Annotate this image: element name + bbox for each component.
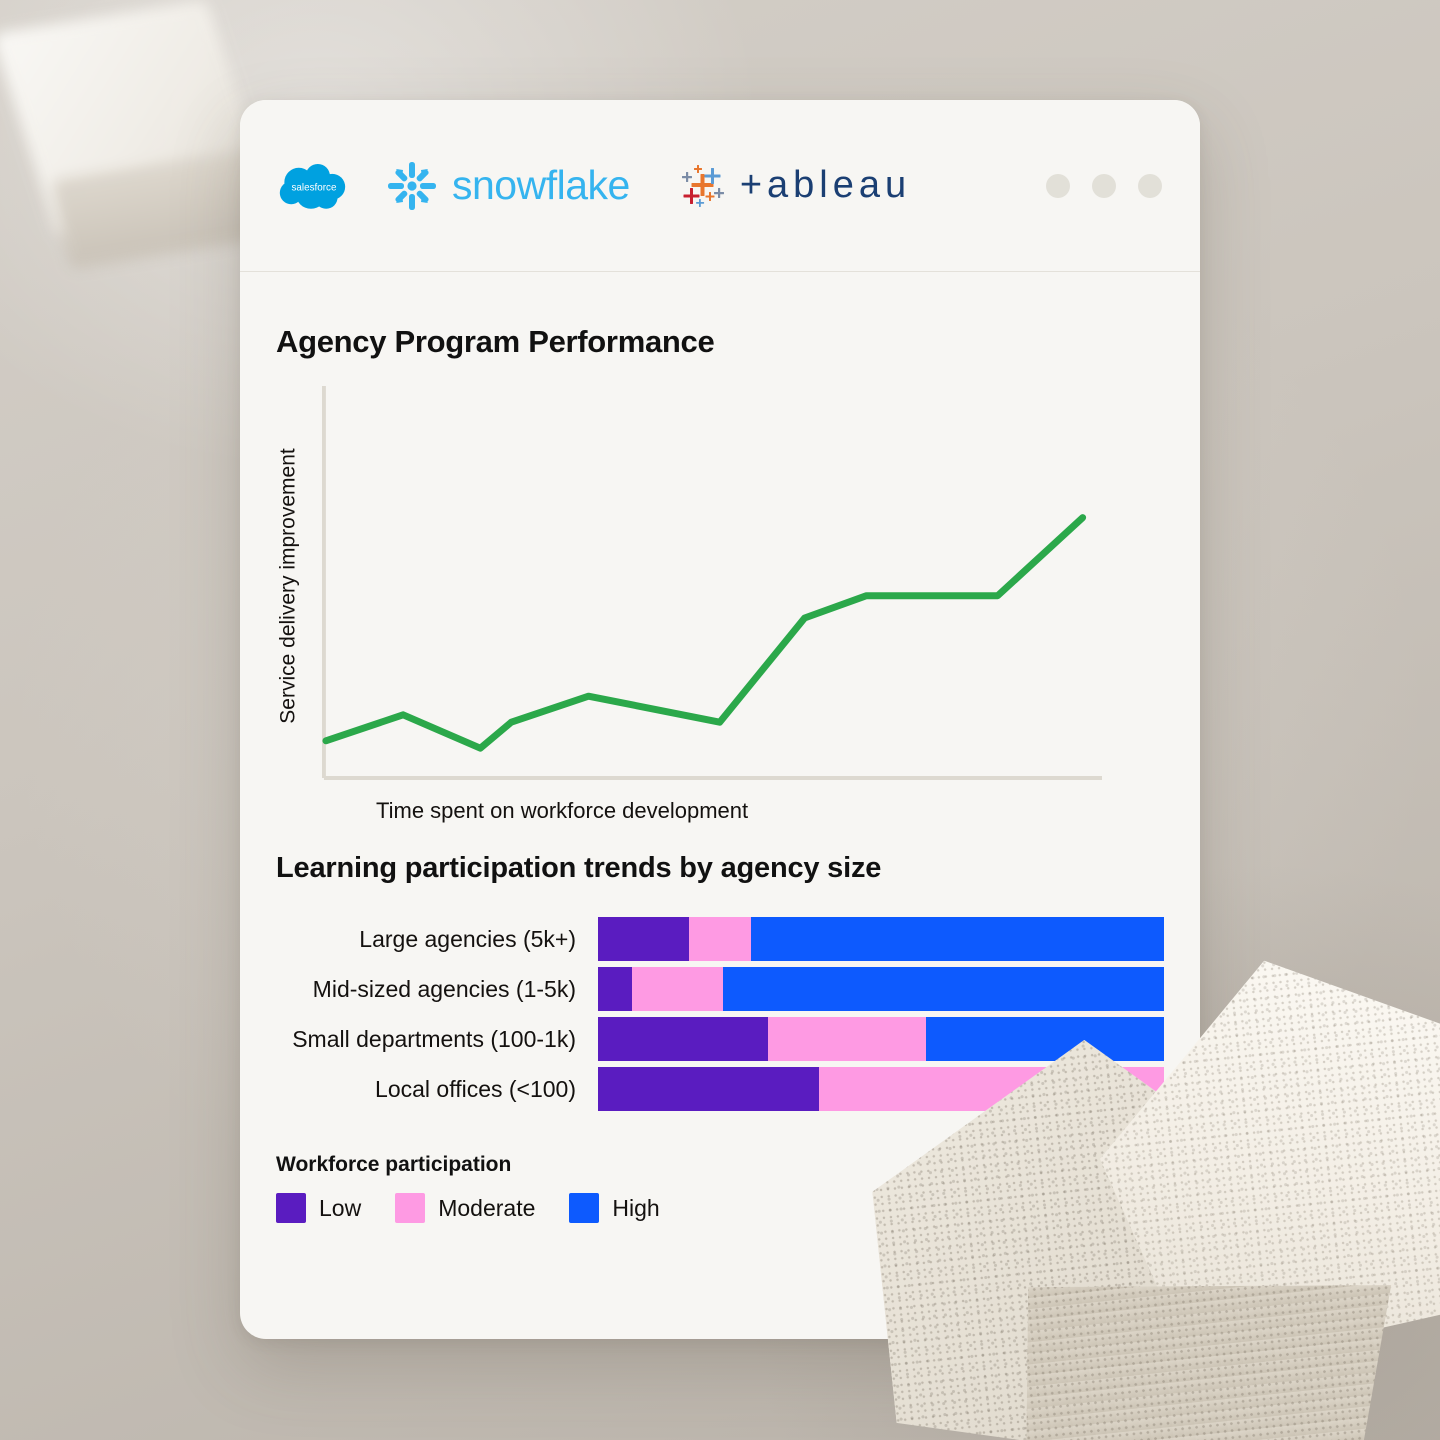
page-title: Agency Program Performance [276, 324, 715, 359]
salesforce-icon: salesforce [276, 159, 352, 213]
legend-item-high[interactable]: High [569, 1193, 660, 1223]
bar-segment-low[interactable] [598, 917, 689, 961]
snowflake-icon [386, 160, 438, 212]
bar-row-label: Local offices (<100) [375, 1075, 576, 1102]
tableau-wordmark: +ableau [739, 164, 912, 206]
bar-segment-low[interactable] [598, 967, 632, 1011]
line-chart-plot-area [322, 386, 1102, 786]
bar-row-label: Small departments (100-1k) [292, 1025, 576, 1052]
bar-segment-low[interactable] [598, 1017, 768, 1061]
legend-label: Moderate [438, 1194, 536, 1221]
bar-row: Small departments (100-1k) [276, 1017, 1164, 1061]
svg-text:salesforce: salesforce [291, 182, 337, 193]
window-dot-2[interactable] [1092, 173, 1116, 198]
legend-label: High [612, 1194, 660, 1221]
decorative-foam-polyhedron-bottom-right [852, 939, 1440, 1440]
card-content: Agency Program Performance Service deliv… [240, 272, 1200, 1223]
bar-segment-high[interactable] [926, 1017, 1164, 1061]
line-chart-x-axis-label: Time spent on workforce development [376, 798, 749, 823]
bar-track [598, 1067, 1164, 1111]
bar-segment-high[interactable] [750, 917, 1164, 961]
legend-swatch-moderate [395, 1193, 426, 1223]
tableau-logo: +ableau [678, 160, 911, 212]
bar-row-label: Large agencies (5k+) [359, 925, 576, 952]
snowflake-logo: snowflake [386, 160, 630, 212]
bar-row-label: Mid-sized agencies (1-5k) [312, 975, 576, 1002]
app-window-card: salesforce [240, 100, 1200, 1339]
window-controls [1046, 173, 1162, 198]
legend-item-low[interactable]: Low [276, 1193, 361, 1223]
bar-track [598, 1017, 1164, 1061]
bar-segment-moderate[interactable] [767, 1017, 927, 1061]
bar-row: Large agencies (5k+) [276, 917, 1164, 961]
chart-legend: Workforce participation Low Moderate High [276, 1153, 1164, 1223]
brand-logo-group: salesforce [276, 159, 1046, 213]
legend-items: Low Moderate High [276, 1193, 1164, 1223]
bar-track [598, 967, 1164, 1011]
legend-swatch-high [569, 1193, 600, 1223]
y-axis-label-text: Service delivery improvement [277, 448, 300, 724]
legend-label: Low [319, 1194, 362, 1221]
snowflake-wordmark: snowflake [452, 162, 630, 208]
legend-title: Workforce participation [276, 1153, 512, 1176]
legend-swatch-low [276, 1193, 306, 1223]
legend-item-moderate[interactable]: Moderate [395, 1193, 535, 1223]
bar-chart: Large agencies (5k+) Mid-sized agencies (… [276, 917, 1164, 1111]
bar-row: Mid-sized agencies (1-5k) [276, 967, 1164, 1011]
window-titlebar: salesforce [240, 100, 1200, 272]
line-chart-y-axis-label: Service delivery improvement [272, 386, 306, 786]
tableau-icon [678, 160, 730, 212]
line-chart: Service delivery improvement Time spent … [276, 386, 1164, 826]
bar-chart-title: Learning participation trends by agency … [276, 852, 882, 884]
window-dot-1[interactable] [1046, 173, 1070, 198]
bar-track [598, 917, 1164, 961]
bar-segment-low[interactable] [598, 1067, 819, 1111]
bar-row: Local offices (<100) [276, 1067, 1164, 1111]
bar-segment-high[interactable] [722, 967, 1164, 1011]
bar-segment-moderate[interactable] [631, 967, 723, 1011]
window-dot-3[interactable] [1138, 173, 1162, 198]
bar-segment-moderate[interactable] [688, 917, 751, 961]
